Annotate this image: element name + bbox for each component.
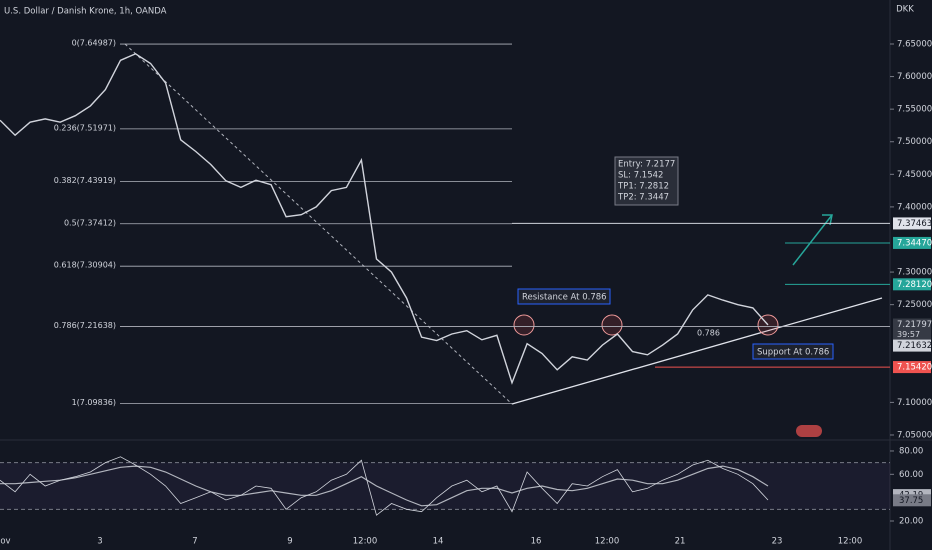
countdown: 39:57 xyxy=(897,330,920,339)
x-tick-label: 7 xyxy=(192,537,197,547)
price-line xyxy=(0,53,769,385)
x-tick-label: 12:00 xyxy=(353,537,378,547)
rsi-value: 37.75 xyxy=(899,496,923,506)
x-tick-label: 3 xyxy=(97,537,102,547)
price-box-label: 7.34470 xyxy=(897,238,932,248)
price-box xyxy=(893,236,931,249)
support-box xyxy=(752,343,834,360)
trade-note: SL: 7.1542 xyxy=(618,171,663,181)
fib-label: 0.618(7.30904) xyxy=(54,261,116,270)
x-tick-label: 21 xyxy=(675,537,686,547)
y-tick-label: 7.05000 xyxy=(897,430,932,440)
rsi-box xyxy=(893,494,931,507)
last-price: 7.21797 xyxy=(897,320,932,330)
last-price-box xyxy=(893,318,931,341)
note-box xyxy=(614,156,679,206)
price-box xyxy=(893,217,931,230)
y-tick-label: 20.00 xyxy=(899,517,923,527)
price-box-label: 7.37463 xyxy=(897,219,932,229)
y-tick-label: 7.45000 xyxy=(897,170,932,180)
y-tick-label: 60.00 xyxy=(899,470,923,480)
touch-circle xyxy=(601,314,623,336)
fib-label: 0(7.64987) xyxy=(72,39,116,48)
fib-note: 0.786 xyxy=(697,329,720,338)
fib-label: 0.786(7.21638) xyxy=(54,321,116,330)
rsi-band xyxy=(0,462,890,510)
x-tick-label: 12:00 xyxy=(595,537,620,547)
y-tick-label: 7.65000 xyxy=(897,39,932,49)
currency: DKK xyxy=(896,5,914,15)
y-tick-label: 7.60000 xyxy=(897,72,932,82)
resistance-box xyxy=(517,288,611,305)
trade-note: TP2: 7.3447 xyxy=(617,193,669,203)
fib-label: 0.236(7.51971) xyxy=(54,123,116,132)
trade-note: Entry: 7.2177 xyxy=(618,160,675,170)
prev-level: 7.21632 xyxy=(897,341,932,351)
arrow-head xyxy=(822,214,833,226)
x-tick-label: Nov xyxy=(0,537,11,547)
y-tick-label: 7.50000 xyxy=(897,137,932,147)
x-tick-label: 14 xyxy=(433,537,444,547)
fib-label: 1(7.09836) xyxy=(72,398,116,407)
fib-label: 0.5(7.37412) xyxy=(64,218,116,227)
rsi-ma xyxy=(0,465,769,507)
rsi-line xyxy=(0,456,769,516)
y-tick-label: 7.55000 xyxy=(897,105,932,115)
trade-note: TP1: 7.2812 xyxy=(617,182,669,192)
y-tick-label: 7.30000 xyxy=(897,268,932,278)
y-tick-label: 80.00 xyxy=(899,446,923,456)
x-tick-label: 16 xyxy=(531,537,542,547)
touch-circle xyxy=(513,314,535,336)
x-tick-label: 9 xyxy=(287,537,292,547)
price-box xyxy=(893,361,931,374)
x-tick-label: 12:00 xyxy=(838,537,863,547)
support-label: Support At 0.786 xyxy=(757,348,829,358)
y-tick-label: 7.25000 xyxy=(897,300,932,310)
resistance-label: Resistance At 0.786 xyxy=(522,293,607,303)
prev-box xyxy=(893,339,931,352)
support-line xyxy=(511,297,883,405)
y-tick-label: 7.40000 xyxy=(897,202,932,212)
price-box-label: 7.28120 xyxy=(897,280,932,290)
y-tick-label: 7.10000 xyxy=(897,398,932,408)
chart-title: U.S. Dollar / Danish Krone, 1h, OANDA xyxy=(4,7,167,17)
fib-label: 0.382(7.43919) xyxy=(54,176,116,185)
event-icon[interactable] xyxy=(796,425,822,437)
price-box-label: 7.15420 xyxy=(897,363,932,373)
x-tick-label: 23 xyxy=(772,537,783,547)
price-box xyxy=(893,278,931,291)
